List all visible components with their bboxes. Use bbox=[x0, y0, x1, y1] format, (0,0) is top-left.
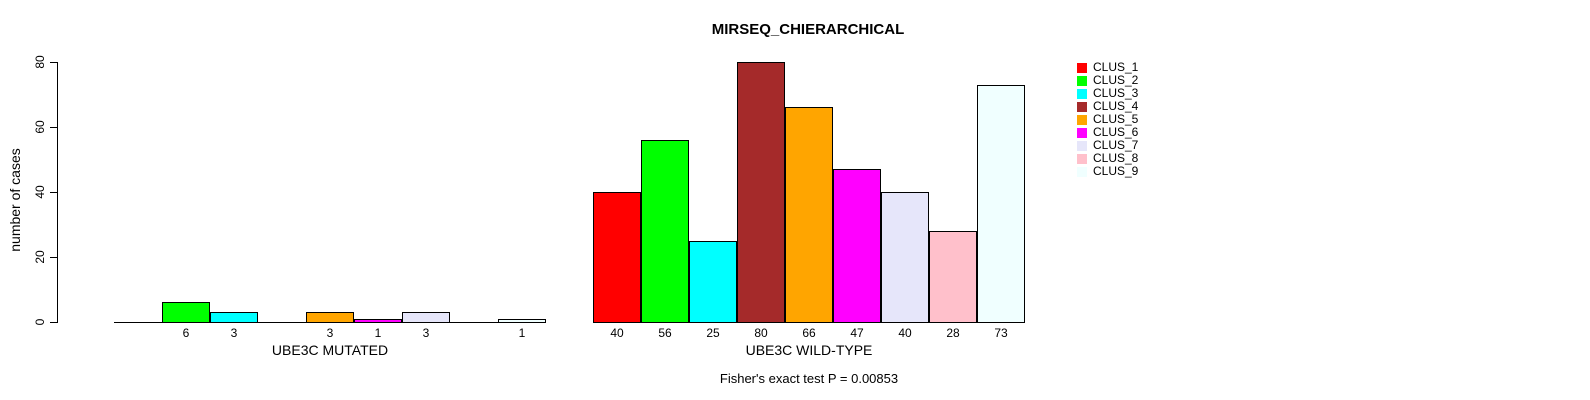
y-tick-mark bbox=[50, 192, 57, 193]
bar-value-label: 1 bbox=[374, 326, 382, 340]
y-tick-label: 20 bbox=[33, 250, 47, 264]
chart-title: MIRSEQ_CHIERARCHICAL bbox=[711, 21, 905, 38]
legend-item: CLUS_3 bbox=[1077, 87, 1138, 100]
bar-value-label: 66 bbox=[802, 326, 816, 340]
bar bbox=[498, 319, 546, 323]
legend-item: CLUS_1 bbox=[1077, 61, 1138, 74]
bar bbox=[258, 322, 306, 323]
bar bbox=[929, 231, 977, 323]
legend-label: CLUS_6 bbox=[1093, 125, 1139, 139]
bar bbox=[210, 312, 258, 323]
fisher-test-annotation: Fisher's exact test P = 0.00853 bbox=[719, 371, 899, 386]
legend-swatch bbox=[1077, 75, 1087, 86]
legend-swatch bbox=[1077, 140, 1087, 151]
bar-value-label: 3 bbox=[230, 326, 238, 340]
y-tick-label: 40 bbox=[33, 185, 47, 199]
x-axis-label-mutated: UBE3C MUTATED bbox=[271, 342, 389, 358]
legend: CLUS_1 CLUS_2 CLUS_3 CLUS_4 CLUS_5 CLUS_6 CLUS… bbox=[1077, 61, 1138, 178]
legend-swatch bbox=[1077, 62, 1087, 73]
bar bbox=[114, 322, 162, 323]
legend-label: CLUS_5 bbox=[1093, 112, 1139, 126]
bar-value-label: 6 bbox=[182, 326, 190, 340]
legend-item: CLUS_5 bbox=[1077, 113, 1138, 126]
y-tick-mark bbox=[50, 62, 57, 63]
bar-value-label: 3 bbox=[422, 326, 430, 340]
legend-item: CLUS_8 bbox=[1077, 152, 1138, 165]
legend-item: CLUS_2 bbox=[1077, 74, 1138, 87]
bar bbox=[402, 312, 450, 323]
bar bbox=[689, 241, 737, 323]
legend-swatch bbox=[1077, 101, 1087, 112]
bar-value-label: 40 bbox=[610, 326, 624, 340]
legend-label: CLUS_4 bbox=[1093, 99, 1139, 113]
legend-swatch bbox=[1077, 88, 1087, 99]
bar bbox=[450, 322, 498, 323]
legend-item: CLUS_7 bbox=[1077, 139, 1138, 152]
y-tick-label: 0 bbox=[33, 318, 47, 326]
bar bbox=[977, 85, 1025, 323]
x-axis-label-wildtype: UBE3C WILD-TYPE bbox=[745, 342, 873, 358]
bar-value-label: 56 bbox=[658, 326, 672, 340]
legend-label: CLUS_8 bbox=[1093, 151, 1139, 165]
legend-label: CLUS_3 bbox=[1093, 86, 1139, 100]
bar-value-label: 1 bbox=[518, 326, 526, 340]
legend-item: CLUS_4 bbox=[1077, 100, 1138, 113]
legend-label: CLUS_2 bbox=[1093, 73, 1139, 87]
y-tick-mark bbox=[50, 127, 57, 128]
legend-swatch bbox=[1077, 127, 1087, 138]
y-tick-mark bbox=[50, 257, 57, 258]
legend-label: CLUS_1 bbox=[1093, 60, 1139, 74]
bar bbox=[881, 192, 929, 323]
y-tick-label: 60 bbox=[33, 120, 47, 134]
y-tick-label: 80 bbox=[33, 55, 47, 69]
bar-value-label: 47 bbox=[850, 326, 864, 340]
legend-label: CLUS_7 bbox=[1093, 138, 1139, 152]
legend-item: CLUS_6 bbox=[1077, 126, 1138, 139]
bar-value-label: 28 bbox=[946, 326, 960, 340]
legend-swatch bbox=[1077, 166, 1087, 177]
bar-value-label: 73 bbox=[994, 326, 1008, 340]
legend-swatch bbox=[1077, 114, 1087, 125]
bar bbox=[593, 192, 641, 323]
bar bbox=[306, 312, 354, 323]
y-axis-line bbox=[57, 62, 58, 323]
legend-swatch bbox=[1077, 153, 1087, 164]
bar bbox=[641, 140, 689, 323]
y-tick-mark bbox=[50, 322, 57, 323]
bar-value-label: 40 bbox=[898, 326, 912, 340]
legend-item: CLUS_9 bbox=[1077, 165, 1138, 178]
bar bbox=[833, 169, 881, 323]
bar-value-label: 3 bbox=[326, 326, 334, 340]
bar bbox=[354, 319, 402, 323]
bar bbox=[785, 107, 833, 323]
bar bbox=[162, 302, 210, 323]
legend-label: CLUS_9 bbox=[1093, 164, 1139, 178]
bar-value-label: 25 bbox=[706, 326, 720, 340]
y-axis-label: number of cases bbox=[7, 148, 23, 252]
bar-value-label: 80 bbox=[754, 326, 768, 340]
bar bbox=[737, 62, 785, 323]
